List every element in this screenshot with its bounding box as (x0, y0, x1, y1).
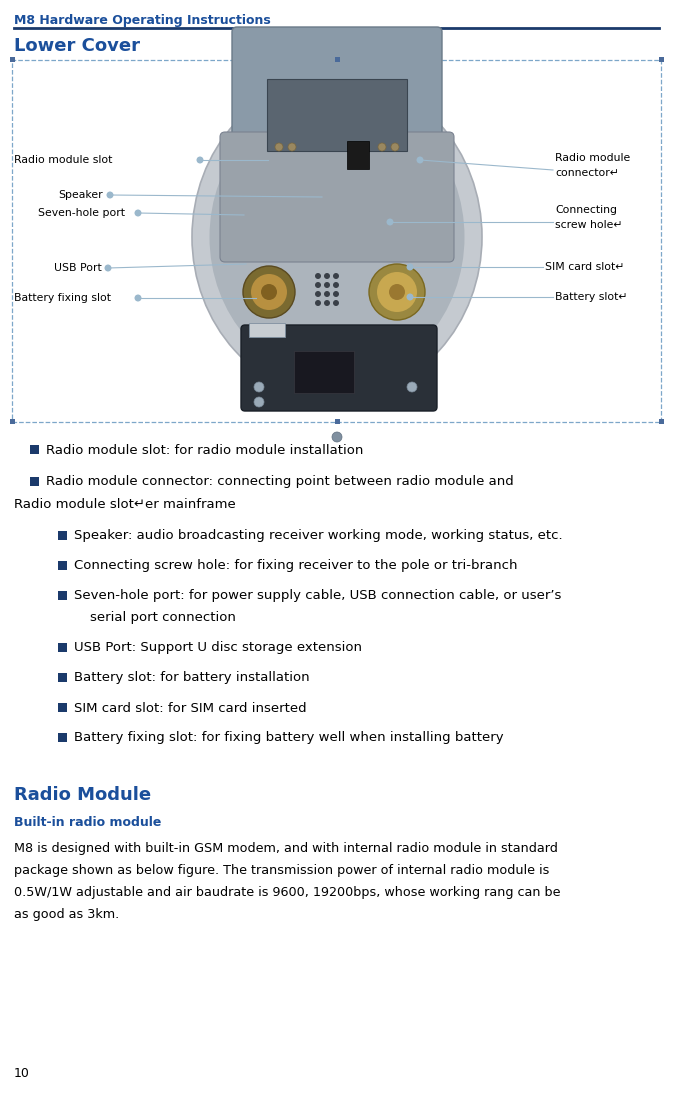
Circle shape (104, 264, 112, 271)
Bar (58, 672, 67, 682)
Circle shape (391, 143, 399, 151)
Ellipse shape (192, 77, 482, 397)
Circle shape (315, 282, 321, 289)
Bar (335, 57, 340, 63)
Text: screw hole↵: screw hole↵ (555, 220, 623, 230)
Circle shape (332, 432, 342, 442)
Text: M8 Hardware Operating Instructions: M8 Hardware Operating Instructions (14, 14, 271, 27)
Circle shape (243, 265, 295, 318)
Circle shape (275, 143, 283, 151)
FancyBboxPatch shape (267, 79, 407, 151)
Text: SIM card slot↵: SIM card slot↵ (545, 262, 625, 272)
Text: Connecting screw hole: for fixing receiver to the pole or tri-branch: Connecting screw hole: for fixing receiv… (74, 559, 518, 573)
Text: Radio module slot: for radio module installation: Radio module slot: for radio module inst… (46, 443, 363, 456)
Circle shape (407, 382, 417, 392)
Text: USB Port: USB Port (54, 263, 102, 273)
Text: Built-in radio module: Built-in radio module (14, 816, 162, 829)
Text: Battery slot↵: Battery slot↵ (555, 292, 627, 302)
Text: Battery fixing slot: for fixing battery well when installing battery: Battery fixing slot: for fixing battery … (74, 732, 503, 745)
Text: as good as 3km.: as good as 3km. (14, 908, 119, 921)
Circle shape (324, 299, 330, 306)
Bar (10, 419, 15, 425)
Circle shape (333, 291, 339, 297)
Text: package shown as below figure. The transmission power of internal radio module i: package shown as below figure. The trans… (14, 864, 549, 877)
Circle shape (406, 263, 413, 271)
Text: 0.5W/1W adjustable and air baudrate is 9600, 19200bps, whose working rang can be: 0.5W/1W adjustable and air baudrate is 9… (14, 886, 561, 900)
Text: Radio module connector: connecting point between radio module and: Radio module connector: connecting point… (46, 475, 513, 488)
Circle shape (288, 143, 296, 151)
FancyBboxPatch shape (294, 351, 354, 393)
Bar (58, 643, 67, 652)
Circle shape (333, 273, 339, 279)
Bar (10, 57, 15, 63)
Bar (58, 733, 67, 742)
Circle shape (197, 157, 203, 163)
Circle shape (324, 273, 330, 279)
Ellipse shape (209, 94, 464, 380)
Text: 10: 10 (14, 1067, 30, 1081)
Bar (12, 60, 661, 422)
Circle shape (315, 291, 321, 297)
FancyBboxPatch shape (220, 132, 454, 262)
Text: Radio Module: Radio Module (14, 785, 151, 804)
Bar (58, 531, 67, 540)
Bar (659, 419, 664, 425)
Text: Radio module slot↵er mainframe: Radio module slot↵er mainframe (14, 498, 236, 510)
Circle shape (135, 210, 141, 216)
Circle shape (406, 294, 413, 301)
Circle shape (315, 299, 321, 306)
Text: Lower Cover: Lower Cover (14, 37, 140, 55)
Circle shape (251, 274, 287, 310)
Circle shape (389, 284, 405, 299)
FancyBboxPatch shape (232, 27, 442, 142)
Text: connector↵: connector↵ (555, 168, 619, 178)
Text: Seven-hole port: for power supply cable, USB connection cable, or user’s: Seven-hole port: for power supply cable,… (74, 589, 561, 602)
Text: Seven-hole port: Seven-hole port (38, 208, 125, 218)
Circle shape (369, 264, 425, 320)
Circle shape (417, 157, 423, 163)
Text: USB Port: Support U disc storage extension: USB Port: Support U disc storage extensi… (74, 642, 362, 655)
Bar (58, 561, 67, 570)
Circle shape (324, 282, 330, 289)
Text: Connecting: Connecting (555, 205, 617, 215)
Text: M8 is designed with built-in GSM modem, and with internal radio module in standa: M8 is designed with built-in GSM modem, … (14, 842, 558, 855)
Circle shape (315, 273, 321, 279)
Bar (249, 323, 285, 337)
FancyBboxPatch shape (241, 325, 437, 411)
Circle shape (377, 272, 417, 312)
Bar (335, 419, 340, 425)
Text: Battery fixing slot: Battery fixing slot (14, 293, 111, 303)
Bar (30, 477, 39, 486)
Text: Radio module slot: Radio module slot (14, 155, 112, 165)
Circle shape (378, 143, 386, 151)
Bar (58, 703, 67, 712)
Text: Battery slot: for battery installation: Battery slot: for battery installation (74, 671, 310, 685)
Text: Speaker: audio broadcasting receiver working mode, working status, etc.: Speaker: audio broadcasting receiver wor… (74, 530, 563, 543)
Circle shape (106, 192, 114, 199)
Circle shape (386, 218, 394, 226)
Text: Speaker: Speaker (58, 190, 102, 200)
Text: SIM card slot: for SIM card inserted: SIM card slot: for SIM card inserted (74, 701, 307, 714)
Bar (58, 591, 67, 600)
Circle shape (135, 294, 141, 302)
Bar (347, 142, 369, 169)
Bar (30, 445, 39, 454)
Circle shape (324, 291, 330, 297)
Text: Radio module: Radio module (555, 152, 630, 163)
Circle shape (333, 299, 339, 306)
Bar (659, 57, 664, 63)
Circle shape (261, 284, 277, 299)
Circle shape (254, 382, 264, 392)
Circle shape (333, 282, 339, 289)
Circle shape (254, 397, 264, 407)
Text: serial port connection: serial port connection (90, 611, 236, 624)
